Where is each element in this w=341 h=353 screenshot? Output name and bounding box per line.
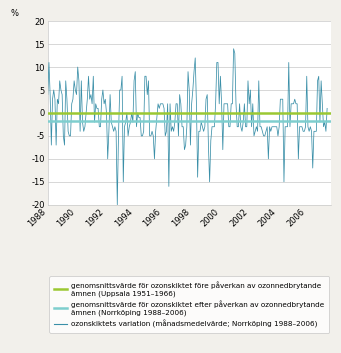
- Text: %: %: [11, 8, 19, 18]
- Legend: genomsnittsvärde för ozonskiktet före påverkan av ozonnedbrytande
ämnen (Uppsala: genomsnittsvärde för ozonskiktet före på…: [49, 276, 329, 333]
